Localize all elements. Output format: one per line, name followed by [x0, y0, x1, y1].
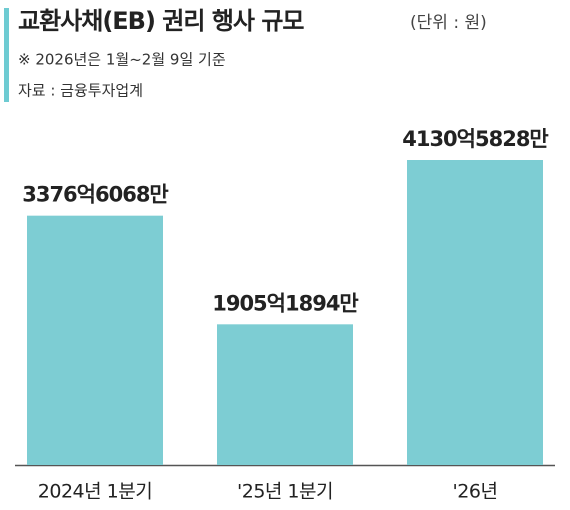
x-tick-label: '26년 [453, 481, 498, 503]
accent-bar [4, 8, 9, 102]
bar [407, 160, 543, 465]
value-label: 4130억5828만 [402, 127, 548, 151]
source: 자료 : 금융투자업계 [18, 82, 143, 100]
x-tick-label: 2024년 1분기 [38, 481, 152, 503]
note: ※ 2026년은 1월~2월 9일 기준 [18, 51, 226, 69]
bar [217, 324, 353, 465]
chart-title: 교환사채(EB) 권리 행사 규모 [18, 7, 304, 35]
unit-label: (단위 : 원) [410, 13, 487, 33]
x-tick-label: '25년 1분기 [237, 481, 333, 503]
value-label: 3376억6068만 [22, 183, 168, 207]
value-label: 1905억1894만 [212, 291, 358, 315]
bar [27, 215, 163, 465]
